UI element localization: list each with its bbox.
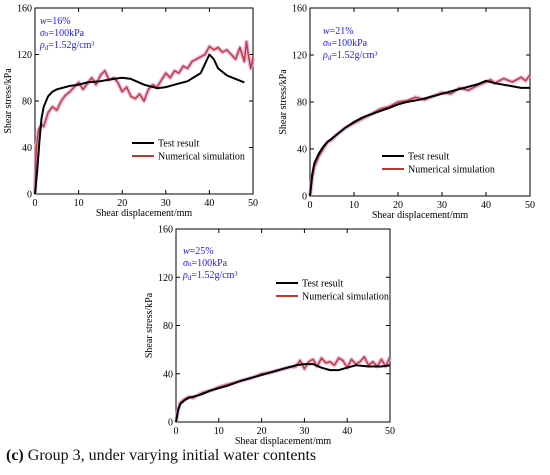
x-tick-label: 40 — [342, 426, 352, 437]
series-line-test-result — [175, 363, 391, 423]
x-tick-label: 10 — [349, 200, 359, 211]
y-tick-label: 160 — [17, 4, 32, 15]
y-axis-label: Shear stress/kPa — [3, 68, 14, 134]
y-tick-label: 120 — [158, 273, 173, 284]
annotation-text: w=16% — [40, 16, 71, 27]
y-axis-label: Shear stress/kPa — [144, 292, 155, 358]
legend: Test result Numerical simulation — [276, 279, 389, 303]
y-tick-label: 160 — [158, 225, 173, 236]
chart-panel-1: 0 10 20 30 40 50 0 40 80 120 160 Shear displacement… — [3, 4, 258, 220]
annotation-text: ρd=1.52g/cm³ — [39, 40, 94, 52]
x-tick-label: 10 — [74, 198, 84, 209]
chart-panel-2: 0 10 20 30 40 50 0 40 80 120 160 Shear displacement… — [278, 4, 535, 222]
chart-panel-3: 0 10 20 30 40 50 0 40 80 120 160 Shear displacement… — [144, 225, 395, 448]
x-tick-label: 0 — [33, 198, 38, 209]
x-tick-label: 20 — [393, 200, 403, 211]
x-tick-label: 30 — [161, 198, 171, 209]
legend-label: Numerical simulation — [408, 165, 495, 176]
x-tick-label: 40 — [481, 200, 491, 211]
series-line-halo-simulation — [33, 39, 255, 195]
legend-label: Numerical simulation — [158, 152, 245, 163]
series-line-halo-simulation — [308, 73, 532, 197]
legend-label: Test result — [158, 139, 199, 150]
legend-label: Test result — [302, 279, 343, 290]
y-tick-label: 40 — [163, 369, 173, 380]
x-tick-label: 40 — [204, 198, 214, 209]
series-line-numerical-simulation — [34, 41, 254, 195]
series-line-test-result — [34, 53, 245, 195]
x-tick-label: 30 — [299, 426, 309, 437]
legend-label: Numerical simulation — [302, 292, 389, 303]
annotation-text: σn=100kPa — [183, 258, 228, 269]
annotation-text: ρd=1.52g/cm³ — [322, 50, 377, 62]
x-tick-label: 0 — [308, 200, 313, 211]
x-tick-label: 0 — [174, 426, 179, 437]
x-axis-label: Shear displacement/mm — [96, 208, 193, 219]
y-tick-label: 80 — [22, 97, 32, 108]
series-line-halo-simulation — [174, 354, 392, 423]
y-tick-label: 0 — [168, 418, 173, 429]
legend-label: Test result — [408, 152, 449, 163]
y-tick-label: 40 — [22, 143, 32, 154]
y-axis-label: Shear stress/kPa — [278, 69, 289, 135]
annotation-text: w=25% — [183, 246, 214, 257]
x-tick-label: 10 — [214, 426, 224, 437]
x-tick-label: 20 — [117, 198, 127, 209]
y-tick-label: 160 — [292, 4, 307, 15]
x-axis-label: Shear displacement/mm — [235, 436, 332, 447]
annotation-text: ρd=1.52g/cm³ — [182, 270, 237, 282]
y-tick-label: 80 — [163, 321, 173, 332]
caption-text: Group 3, under varying initial water con… — [27, 447, 317, 464]
y-tick-label: 0 — [27, 190, 32, 201]
x-tick-label: 20 — [257, 426, 267, 437]
annotation-text: σn=100kPa — [323, 38, 368, 49]
annotation-text: σn=100kPa — [40, 28, 85, 39]
x-tick-label: 50 — [385, 426, 395, 437]
y-tick-label: 120 — [17, 50, 32, 61]
annotation-text: w=21% — [323, 26, 354, 37]
legend: Test result Numerical simulation — [382, 152, 495, 176]
legend: Test result Numerical simulation — [132, 139, 245, 163]
y-tick-label: 120 — [292, 51, 307, 62]
y-tick-label: 40 — [297, 145, 307, 156]
x-tick-label: 30 — [437, 200, 447, 211]
figure-caption: (c) Group 3, under varying initial water… — [6, 447, 316, 465]
series-line-test-result — [309, 79, 530, 197]
series-line-numerical-simulation — [309, 74, 531, 197]
x-tick-label: 50 — [525, 200, 535, 211]
y-tick-label: 80 — [297, 98, 307, 109]
caption-tag: (c) — [6, 447, 24, 464]
y-tick-label: 0 — [302, 192, 307, 203]
x-tick-label: 50 — [248, 198, 258, 209]
x-axis-label: Shear displacement/mm — [372, 210, 469, 221]
